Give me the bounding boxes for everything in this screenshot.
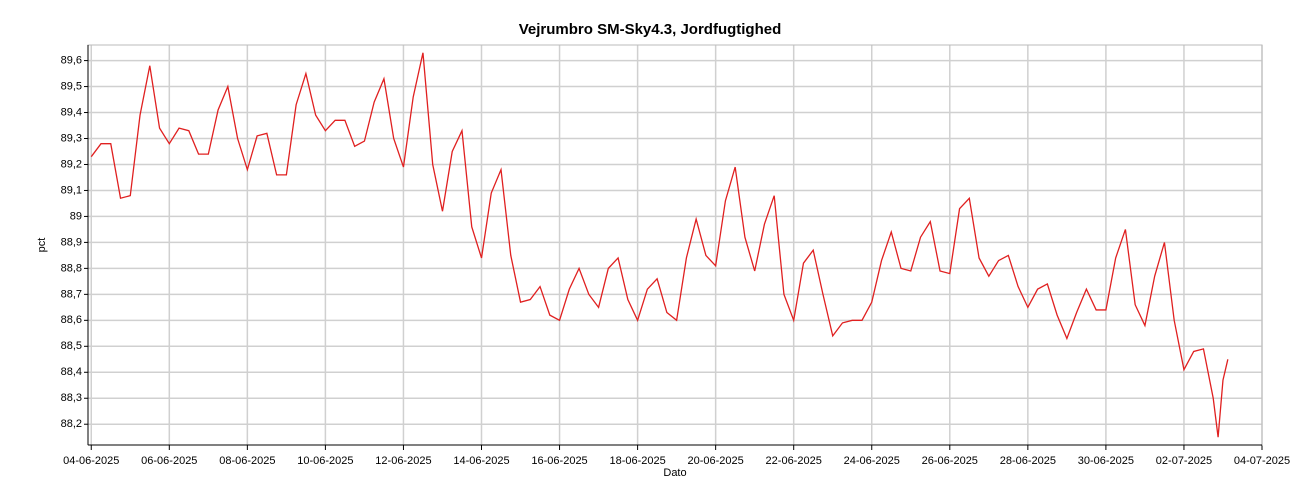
x-axis-label: Dato: [663, 467, 686, 479]
x-tick-label: 04-07-2025: [1234, 455, 1290, 467]
y-tick-label: 88,8: [61, 262, 82, 274]
y-tick-label: 88,5: [61, 340, 82, 352]
y-tick-label: 88,6: [61, 314, 82, 326]
chart-title: Vejrumbro SM-Sky4.3, Jordfugtighed: [519, 21, 782, 38]
y-tick-label: 88,3: [61, 392, 82, 404]
x-tick-label: 06-06-2025: [141, 455, 197, 467]
x-tick-label: 26-06-2025: [922, 455, 978, 467]
y-tick-label: 88,9: [61, 236, 82, 248]
y-tick-label: 88,7: [61, 288, 82, 300]
y-axis-label: pct: [36, 238, 48, 253]
x-tick-label: 10-06-2025: [297, 455, 353, 467]
y-tick-label: 89,3: [61, 132, 82, 144]
x-tick-label: 30-06-2025: [1078, 455, 1134, 467]
x-tick-label: 20-06-2025: [688, 455, 744, 467]
y-tick-label: 89,4: [61, 106, 82, 118]
x-tick-label: 02-07-2025: [1156, 455, 1212, 467]
x-tick-label: 04-06-2025: [63, 455, 119, 467]
x-tick-label: 24-06-2025: [844, 455, 900, 467]
x-tick-label: 12-06-2025: [375, 455, 431, 467]
x-tick-label: 22-06-2025: [766, 455, 822, 467]
y-tick-label: 89,1: [61, 184, 82, 196]
plot-frame: [87, 44, 1263, 446]
x-tick-label: 08-06-2025: [219, 455, 275, 467]
y-tick-label: 89: [70, 210, 82, 222]
x-tick-label: 16-06-2025: [531, 455, 587, 467]
y-tick-label: 88,4: [61, 366, 82, 378]
x-tick-label: 28-06-2025: [1000, 455, 1056, 467]
x-tick-label: 18-06-2025: [609, 455, 665, 467]
y-tick-label: 89,2: [61, 158, 82, 170]
y-tick-label: 88,2: [61, 418, 82, 430]
data-line: [90, 52, 1229, 438]
x-tick-label: 14-06-2025: [453, 455, 509, 467]
y-tick-label: 89,5: [61, 80, 82, 92]
y-tick-label: 89,6: [61, 54, 82, 66]
